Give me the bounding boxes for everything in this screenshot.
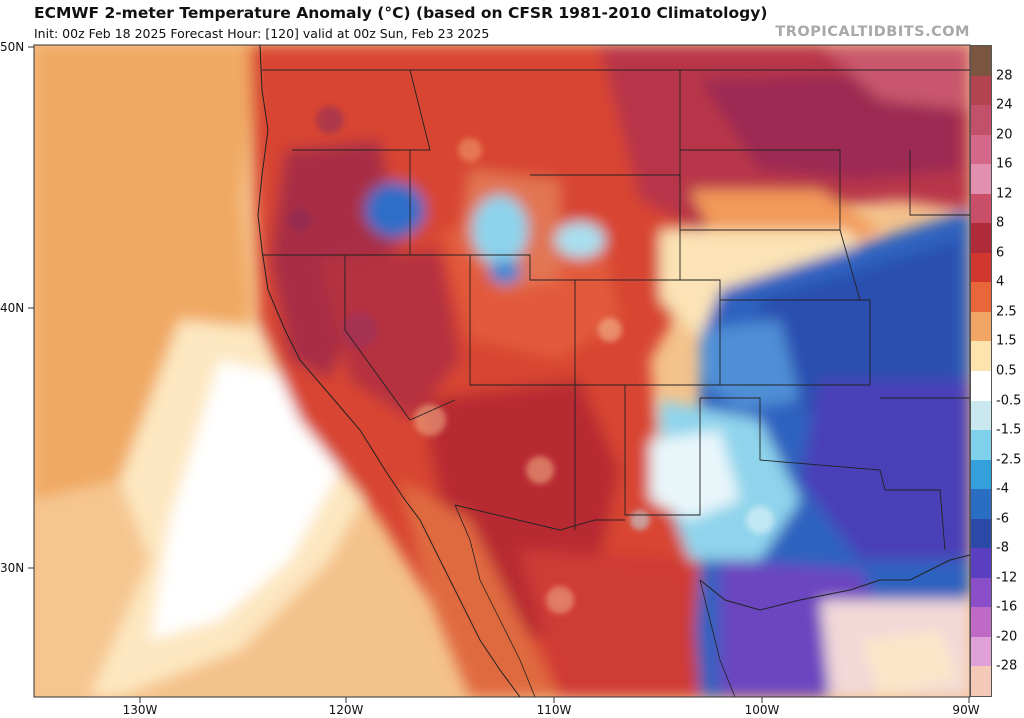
north-border-pink bbox=[820, 45, 970, 110]
mexico-gulf-coastline bbox=[699, 579, 736, 697]
west-coastline bbox=[257, 45, 521, 697]
colorbar-segment bbox=[971, 607, 991, 638]
colorbar-segment bbox=[971, 311, 991, 342]
colorbar-tick-label: -1.5 bbox=[996, 422, 1022, 438]
colorbar-tick-label: 20 bbox=[996, 127, 1013, 143]
oklahoma-blue bbox=[700, 320, 800, 410]
oregon-cold-pocket bbox=[365, 182, 425, 238]
colorbar-tick-label: 6 bbox=[996, 245, 1005, 261]
gulf-warm-pocket bbox=[860, 630, 960, 697]
colorbar-segment bbox=[971, 400, 991, 431]
colorbar-tick-label: 2.5 bbox=[996, 304, 1017, 320]
colorbar-segment bbox=[971, 223, 991, 254]
colorbar-tick-label: -4 bbox=[996, 481, 1009, 497]
lat-label-40n: 40N bbox=[0, 301, 25, 315]
colorbar-segment bbox=[971, 577, 991, 608]
colorbar-segment bbox=[971, 666, 991, 697]
midwest-cold-core bbox=[760, 240, 960, 420]
colorbar-segment bbox=[971, 105, 991, 136]
colorbar-segment bbox=[971, 164, 991, 195]
colorbar-tick-label: 12 bbox=[996, 186, 1013, 202]
axis-ticks bbox=[28, 46, 970, 703]
nevada-hot-core bbox=[320, 250, 460, 420]
colorbar-segment bbox=[971, 341, 991, 372]
colorbar-tick-label: 1.5 bbox=[996, 333, 1017, 349]
brand-watermark[interactable]: TROPICALTIDBITS.COM bbox=[775, 24, 970, 40]
colorbar-segment bbox=[971, 518, 991, 549]
lon-label-110w: 110W bbox=[536, 703, 572, 717]
lon-label-100w: 100W bbox=[744, 703, 780, 717]
mexico-warm-field bbox=[520, 550, 700, 697]
colorbar-tick-label: -28 bbox=[996, 658, 1018, 674]
colorbar-tick-label: -0.5 bbox=[996, 393, 1022, 409]
colorbar-segment bbox=[971, 636, 991, 667]
colorbar-segment bbox=[971, 548, 991, 579]
colorbar-segment bbox=[971, 134, 991, 165]
colorbar-tick-label: 28 bbox=[996, 68, 1013, 84]
idaho-light-blue-pocket bbox=[472, 195, 528, 265]
colorbar-tick-label: 4 bbox=[996, 274, 1005, 290]
colorbar-tick-label: 8 bbox=[996, 215, 1005, 231]
map-subtitle: Init: 00z Feb 18 2025 Forecast Hour: [12… bbox=[34, 26, 490, 41]
colorbar-segment bbox=[971, 430, 991, 461]
pacific-southwest-warm bbox=[34, 480, 150, 697]
colorbar-segment bbox=[971, 459, 991, 490]
colorbar-tick-label: -2.5 bbox=[996, 452, 1022, 468]
gulf-coastline bbox=[699, 554, 970, 611]
colorbar-tick-label: -8 bbox=[996, 540, 1009, 556]
lat-label-30n: 30N bbox=[0, 561, 25, 575]
colorbar-tick-label: 0.5 bbox=[996, 363, 1017, 379]
south-central-deep-cold bbox=[800, 380, 970, 560]
lat-label-50n: 50N bbox=[0, 40, 25, 54]
colorbar-segment bbox=[971, 46, 991, 77]
colorbar-segment bbox=[971, 282, 991, 313]
utah-blue-pocket bbox=[489, 260, 521, 284]
pacific-neutral-core bbox=[150, 360, 340, 640]
colorbar-segment bbox=[971, 252, 991, 283]
colorbar-segment bbox=[971, 489, 991, 520]
lon-label-120w: 120W bbox=[328, 703, 364, 717]
lon-label-90w: 90W bbox=[952, 703, 980, 717]
colorbar-tick-label: -16 bbox=[996, 599, 1018, 615]
colorbar-tick-label: -6 bbox=[996, 511, 1009, 527]
colorbar-tick-label: -12 bbox=[996, 570, 1018, 586]
colorbar-segment bbox=[971, 371, 991, 402]
wyoming-light-pocket bbox=[555, 222, 605, 258]
lon-label-130w: 130W bbox=[122, 703, 158, 717]
state-borders bbox=[262, 69, 970, 551]
baja-coastline bbox=[454, 504, 536, 697]
colorbar-tick-label: 24 bbox=[996, 97, 1013, 113]
colorbar bbox=[970, 45, 992, 697]
baja-warm-field bbox=[400, 480, 560, 697]
colorbar-tick-label: -20 bbox=[996, 629, 1018, 645]
colorbar-tick-label: 16 bbox=[996, 156, 1013, 172]
colorbar-segment bbox=[971, 75, 991, 106]
colorbar-segment bbox=[971, 193, 991, 224]
texas-panhandle-neutral bbox=[650, 430, 740, 520]
map-title: ECMWF 2-meter Temperature Anomaly (°C) (… bbox=[34, 4, 768, 22]
